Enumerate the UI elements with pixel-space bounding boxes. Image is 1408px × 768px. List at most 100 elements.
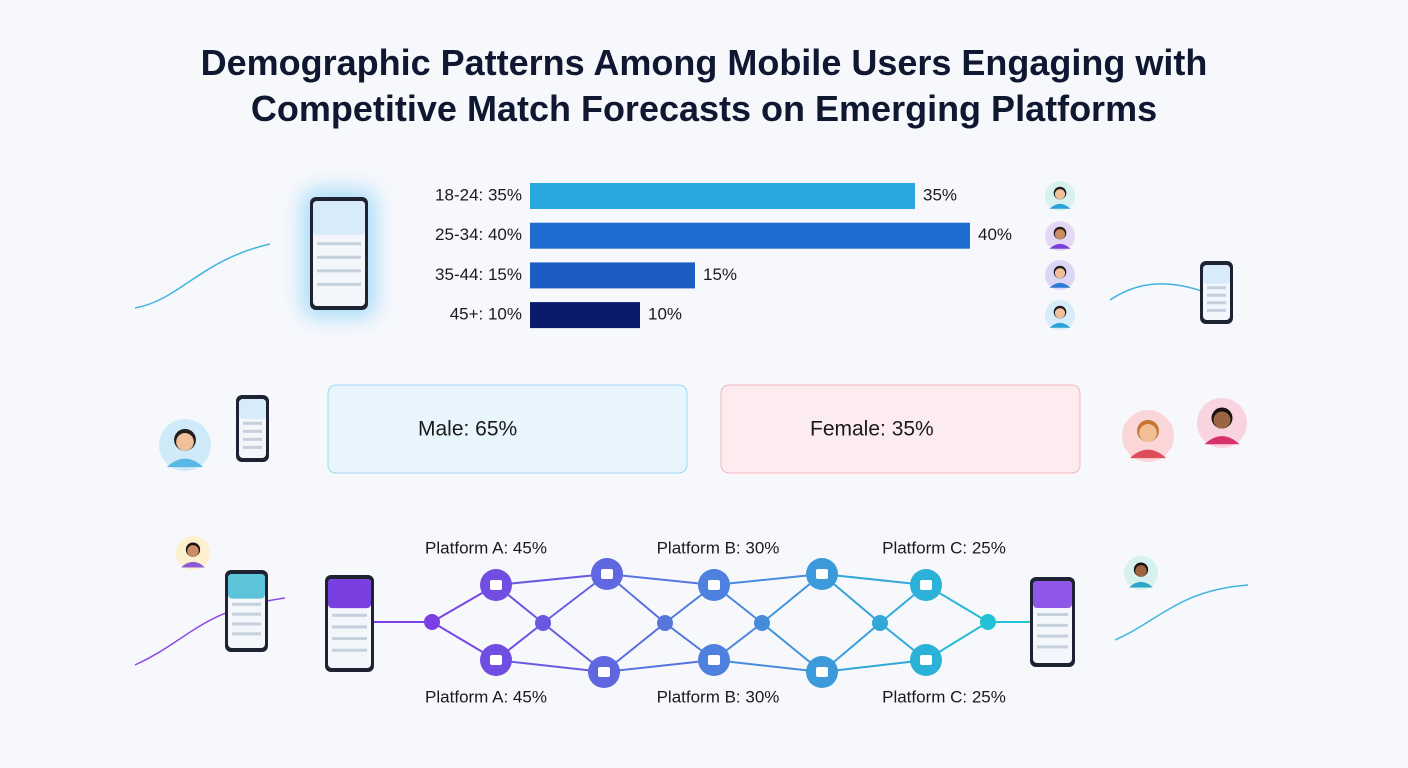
male-label: Male: 65% [418,418,517,441]
phone [1030,577,1075,667]
phone-row [1037,634,1068,638]
value-label: 10% [648,305,682,324]
phone-header [1033,581,1072,608]
avatar-body [1049,203,1071,209]
avatar-body [1049,282,1071,288]
phone-row [243,445,262,449]
phone-row [243,437,262,441]
value-label: 15% [703,265,737,284]
node-icon [816,667,828,677]
network-edge [821,573,927,586]
phone-row [317,242,361,246]
female-card [720,384,1081,474]
phone [225,570,268,652]
phone-row [332,637,367,641]
phone-row [1037,645,1068,649]
phone-row [332,648,367,652]
avatar-head [1054,308,1066,319]
network-edge [606,573,715,586]
phone [236,395,269,462]
trend-curve [1109,283,1206,301]
category-label: 35-44: 15% [435,265,522,284]
value-label: 40% [978,225,1012,244]
node-icon [708,655,720,665]
bar [530,222,970,249]
avatar-body [1129,449,1167,459]
platform-label: Platform B: 30% [657,687,780,706]
platform-label: Platform C: 25% [882,538,1006,557]
phone-row [317,255,361,259]
node-icon [490,580,502,590]
phone-row [232,622,261,626]
avatar-head [176,433,194,451]
avatar [1045,260,1075,290]
avatar [159,419,211,471]
phone-header [313,201,365,235]
avatar-head [1213,411,1231,429]
network-edge [495,573,608,586]
phone-header [1203,265,1230,284]
avatar [1197,398,1247,448]
category-label: 45+: 10% [450,305,522,324]
phone-row [232,602,261,606]
avatar-head [1054,268,1066,279]
node-icon [816,569,828,579]
avatar-body [166,458,204,468]
phone [302,189,376,318]
phone-row [332,625,367,629]
platform-label: Platform C: 25% [882,687,1006,706]
avatar [1122,410,1174,462]
avatar [176,536,210,570]
node-icon [708,580,720,590]
network-dot [424,614,440,630]
network-edge [821,659,927,673]
avatar [1045,221,1075,251]
avatar-body [1049,243,1071,249]
bar [530,183,915,209]
avatar-body [1129,581,1153,588]
phone-row [317,269,361,273]
network-edge [495,659,605,673]
title: Demographic Patterns Among Mobile Users … [200,42,1208,129]
network-edge [713,659,823,673]
phone [1200,261,1233,324]
platform-label: Platform B: 30% [657,538,780,557]
female-label: Female: 35% [810,418,934,441]
platform-label: Platform A: 45% [425,687,547,706]
trend-curve [1114,584,1249,641]
phone-row [232,612,261,616]
bar [530,262,695,289]
network-edge [603,659,715,673]
phone-row [1037,623,1068,627]
phone-header [239,399,266,420]
network-dot [535,615,551,631]
node-icon [598,667,610,677]
value-label: 35% [923,185,957,204]
node-icon [920,655,932,665]
phone-row [243,421,262,425]
avatar [1124,556,1158,590]
network-dot [657,615,673,631]
phone-row [317,282,361,286]
phone-row [332,613,367,617]
node-icon [601,569,613,579]
phone-row [1207,308,1226,312]
avatar-body [181,561,205,568]
phone-row [243,429,262,433]
avatar-head [187,545,199,557]
avatar-body [1049,322,1071,328]
avatar-head [1139,424,1157,442]
network-dot [872,615,888,631]
phone-row [1207,286,1226,290]
avatar-head [1135,565,1147,577]
phone-row [1207,293,1226,297]
network-dot [980,614,996,630]
avatar [1045,181,1075,211]
avatar-head [1054,189,1066,200]
avatar-head [1054,229,1066,240]
phone-header [328,579,371,609]
phone-header [228,574,265,599]
male-card [327,384,688,474]
